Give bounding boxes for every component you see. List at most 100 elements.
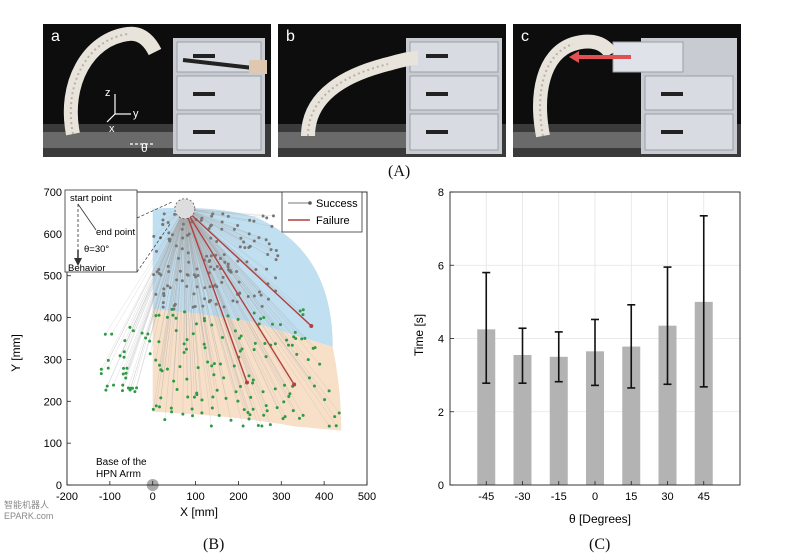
success-end-point: [238, 291, 242, 295]
success-end-point: [106, 358, 110, 362]
success-end-point: [146, 332, 150, 336]
success-end-point: [229, 270, 233, 274]
success-end-point: [285, 338, 289, 342]
success-end-point: [226, 262, 230, 266]
success-trajectory: [184, 208, 241, 352]
success-end-point: [238, 385, 242, 389]
success-end-point: [208, 285, 212, 289]
failure-end-point-1: [309, 323, 314, 328]
success-end-point: [157, 272, 161, 276]
success-end-point: [166, 284, 170, 288]
success-end-point: [170, 233, 174, 237]
success-trajectory: [149, 208, 186, 354]
success-end-point: [267, 242, 271, 246]
success-end-point: [311, 346, 315, 350]
success-end-point: [99, 372, 103, 376]
success-end-point: [221, 212, 225, 216]
success-end-point: [231, 299, 235, 303]
success-end-point: [99, 367, 103, 371]
success-trajectory: [184, 208, 197, 324]
success-trajectory: [179, 208, 186, 367]
success-trajectory: [184, 208, 268, 411]
success-trajectory: [184, 208, 203, 413]
success-end-point: [200, 398, 204, 402]
success-end-point: [247, 417, 251, 421]
success-end-point: [257, 322, 261, 326]
success-end-point: [301, 413, 305, 417]
success-end-point: [185, 284, 189, 288]
success-end-point: [181, 236, 185, 240]
success-end-point: [239, 236, 243, 240]
success-trajectory: [184, 208, 197, 395]
success-trajectory: [101, 208, 186, 370]
success-trajectory: [184, 208, 267, 270]
success-end-point: [185, 377, 189, 381]
success-end-point: [154, 358, 158, 362]
success-end-point: [287, 343, 291, 347]
success-end-point: [238, 349, 242, 353]
success-trajectory: [128, 208, 186, 388]
success-end-point: [275, 406, 279, 410]
success-end-point: [274, 258, 278, 262]
success-end-point: [174, 316, 178, 320]
success-trajectory: [184, 208, 274, 217]
success-end-point: [166, 264, 170, 268]
success-end-point: [259, 317, 263, 321]
success-end-point: [206, 360, 210, 364]
success-trajectory: [184, 208, 223, 338]
success-trajectory: [184, 208, 316, 348]
success-end-point: [209, 265, 213, 269]
success-trajectory: [155, 208, 186, 361]
success-end-point: [260, 424, 264, 428]
success-end-point: [236, 317, 240, 321]
b-y-tick-label: 0: [56, 480, 62, 492]
success-end-point: [140, 331, 144, 335]
success-end-point: [298, 416, 302, 420]
success-end-point: [124, 371, 128, 375]
success-end-point: [215, 264, 219, 268]
success-trajectory: [175, 208, 186, 319]
success-end-point: [264, 355, 268, 359]
photo-b-illustration: [278, 24, 506, 157]
b-y-tick-label: 300: [44, 354, 62, 366]
success-end-point: [287, 394, 291, 398]
success-end-point: [166, 221, 170, 225]
success-trajectory: [184, 208, 241, 387]
success-end-point: [262, 413, 266, 417]
success-trajectory: [184, 208, 264, 217]
success-end-point: [259, 293, 263, 297]
success-trajectory: [125, 208, 186, 374]
success-end-point: [120, 389, 124, 393]
success-end-point: [152, 273, 156, 277]
success-end-point: [163, 418, 167, 422]
success-end-point: [162, 287, 166, 291]
success-end-point: [122, 355, 126, 359]
success-trajectory: [184, 208, 304, 310]
success-end-point: [222, 253, 226, 257]
success-trajectory: [160, 208, 186, 370]
success-end-point: [154, 314, 158, 318]
success-end-point: [273, 342, 277, 346]
success-end-point: [154, 404, 158, 408]
success-end-point: [274, 276, 278, 280]
success-end-point: [220, 335, 224, 339]
success-end-point: [178, 365, 182, 369]
inset-start-label: start point: [70, 193, 112, 204]
success-end-point: [209, 254, 213, 258]
success-end-point: [239, 334, 243, 338]
success-end-point: [265, 267, 269, 271]
success-end-point: [246, 410, 250, 414]
success-end-point: [253, 341, 257, 345]
reachable-region-lower: [152, 309, 342, 431]
success-end-point: [218, 362, 222, 366]
success-end-point: [248, 218, 252, 222]
success-end-point: [236, 259, 240, 263]
success-end-point: [167, 231, 171, 235]
success-end-point: [194, 275, 198, 279]
b-x-tick-label: -200: [56, 491, 78, 503]
success-end-point: [235, 300, 239, 304]
success-end-point: [195, 267, 199, 271]
success-end-point: [220, 227, 224, 231]
c-y-tick-label: 2: [438, 407, 444, 419]
success-end-point: [161, 305, 165, 309]
